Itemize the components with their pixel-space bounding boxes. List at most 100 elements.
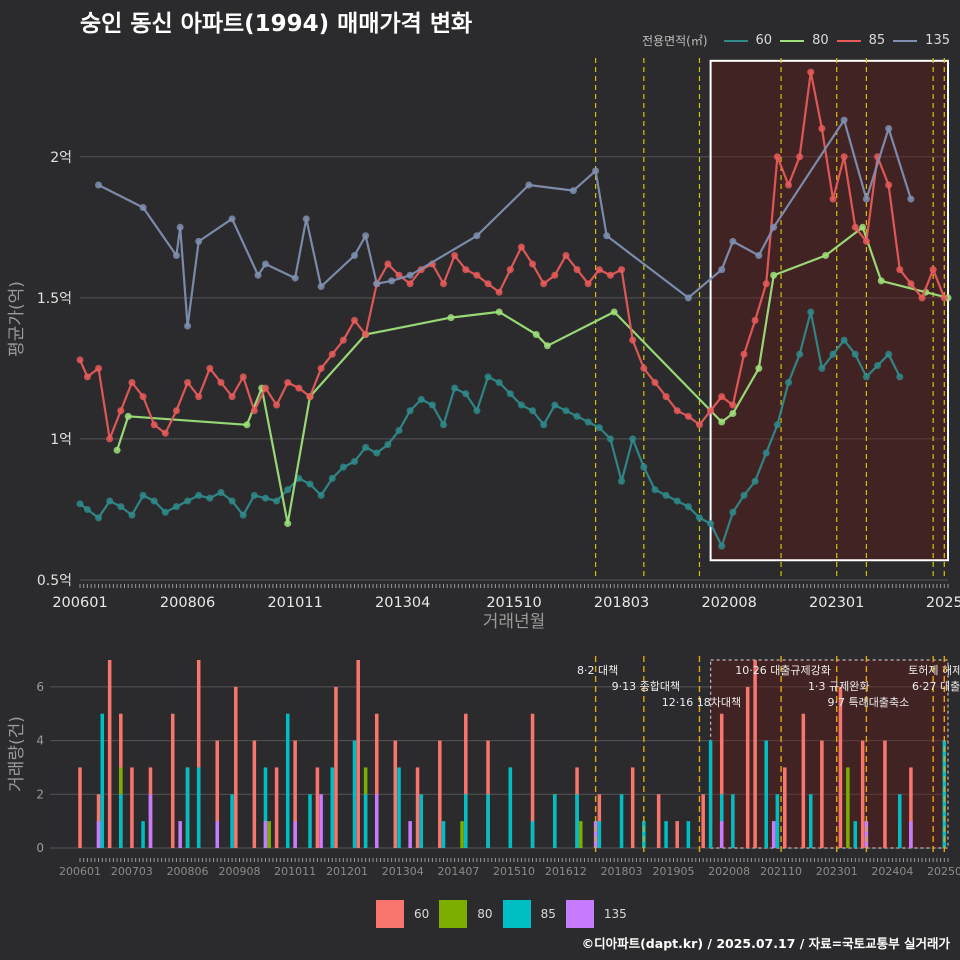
point-85 [117, 407, 125, 415]
point-135 [317, 283, 325, 291]
bar-85 [230, 794, 234, 848]
point-60 [83, 505, 91, 513]
bar-x-tick-label: 202507 [927, 865, 960, 878]
bar-60 [801, 713, 806, 848]
bar-60 [252, 740, 257, 848]
point-60 [729, 508, 737, 516]
point-85 [195, 393, 203, 401]
bar-legend-item-85: 85 [502, 900, 556, 928]
point-85 [896, 266, 904, 274]
point-80 [877, 277, 885, 285]
point-60 [417, 395, 425, 403]
bar-85 [285, 713, 290, 848]
bar-85 [363, 794, 368, 848]
credit-text: ©디아파트(dapt.kr) / 2025.07.17 / 자료=국토교통부 실… [581, 936, 950, 951]
bar-x-tick-label: 202301 [816, 865, 858, 878]
legend-item-135: 135 [893, 33, 950, 48]
point-80 [495, 308, 503, 316]
bar-60 [274, 767, 279, 848]
bar-60 [415, 767, 420, 848]
bar-event-label: 토허제 해제 [908, 663, 960, 677]
bar-legend-swatch-85 [502, 900, 531, 928]
bar-135 [263, 821, 268, 848]
point-135 [525, 181, 533, 189]
point-80 [859, 223, 867, 231]
point-85 [83, 373, 91, 381]
bar-legend-swatch-135 [565, 900, 594, 928]
point-80 [243, 421, 251, 429]
top-y-tick-label: 2억 [50, 150, 72, 166]
bar-135 [319, 794, 323, 848]
point-60 [462, 390, 470, 398]
bar-x-tick-label: 201304 [382, 865, 424, 878]
point-85 [462, 266, 470, 274]
point-135 [261, 260, 269, 268]
bar-legend-label-135: 135 [603, 907, 627, 921]
point-85 [729, 401, 737, 409]
point-85 [673, 407, 681, 415]
bar-legend-label-60: 60 [414, 907, 430, 921]
bar-y-axis-title: 거래량(건) [7, 716, 27, 792]
point-60 [172, 503, 180, 511]
bar-60 [838, 686, 843, 848]
top-y-axis-title: 평균가(억) [7, 281, 27, 357]
point-80 [284, 520, 292, 528]
point-85 [851, 223, 859, 231]
bar-85 [263, 767, 268, 848]
point-85 [217, 378, 225, 386]
bar-60 [438, 740, 442, 848]
point-85 [740, 350, 748, 358]
legend-label-135: 135 [925, 33, 950, 48]
bar-135 [864, 821, 869, 848]
point-85 [517, 243, 525, 251]
point-60 [395, 426, 403, 434]
point-60 [76, 500, 84, 508]
point-85 [762, 280, 770, 288]
point-85 [629, 336, 637, 344]
point-60 [840, 336, 848, 344]
bar-135 [593, 821, 598, 848]
bar-85 [196, 767, 201, 848]
point-60 [695, 514, 703, 522]
legend-item-85: 85 [836, 33, 885, 48]
point-60 [796, 350, 804, 358]
point-60 [640, 463, 648, 471]
point-60 [440, 421, 448, 429]
point-85 [829, 195, 837, 203]
point-135 [862, 195, 870, 203]
bar-60 [820, 740, 824, 848]
point-135 [350, 252, 358, 260]
point-60 [885, 350, 893, 358]
point-60 [217, 489, 225, 497]
point-60 [295, 474, 303, 482]
bar-60 [196, 660, 201, 848]
point-85 [306, 393, 314, 401]
bar-80 [267, 821, 271, 848]
point-135 [406, 271, 414, 279]
point-85 [172, 407, 180, 415]
bar-60 [334, 686, 338, 848]
bar-135 [408, 821, 412, 848]
legend-label-80: 80 [812, 33, 829, 48]
bar-80 [460, 821, 464, 848]
point-80 [729, 410, 737, 418]
point-60 [818, 364, 826, 372]
point-60 [584, 418, 592, 426]
point-60 [751, 477, 759, 485]
point-60 [306, 480, 314, 488]
bar-80 [846, 767, 850, 848]
bar-event-label: 1·3 규제완화 [808, 680, 869, 693]
point-60 [228, 497, 236, 505]
point-135 [569, 187, 577, 195]
point-85 [406, 280, 414, 288]
point-60 [362, 443, 370, 451]
bar-85 [731, 794, 735, 848]
point-60 [540, 421, 548, 429]
bar-x-tick-label: 200703 [111, 865, 153, 878]
point-85 [228, 393, 236, 401]
bar-x-tick-label: 200601 [59, 865, 101, 878]
bar-x-tick-label: 201803 [601, 865, 643, 878]
point-85 [562, 252, 570, 260]
bar-60 [597, 794, 602, 848]
bar-85 [464, 794, 468, 848]
